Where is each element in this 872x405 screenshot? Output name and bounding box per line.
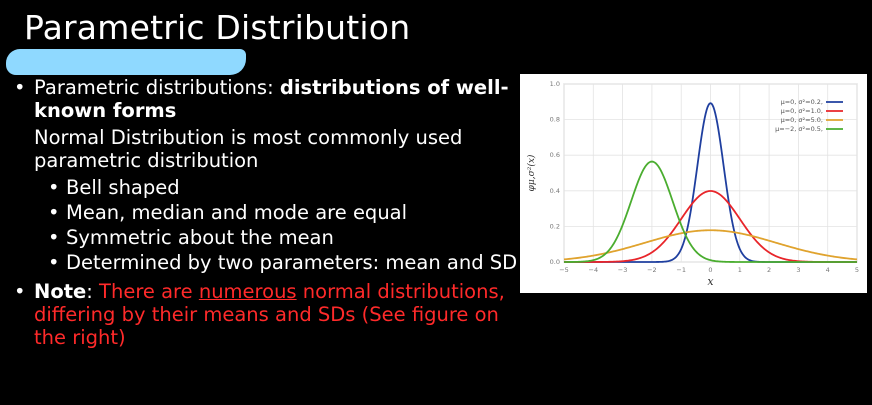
redacted-text: Normal Distribution xyxy=(34,126,225,149)
bullet-text: Parametric distributions: xyxy=(34,76,280,99)
sub-bullet: Symmetric about the mean xyxy=(14,226,524,249)
bullet-parametric-distributions: Parametric distributions: distributions … xyxy=(14,76,524,122)
note-label: Note xyxy=(34,280,87,303)
normal-distribution-figure: −5 −4 −3 −2 −1 0 1 2 3 4 5 0.0 0.2 0.4 0.6 0.8 1.0 x φμ,σ²… xyxy=(520,74,867,293)
x-tick-label: −3 xyxy=(618,266,628,274)
series-line xyxy=(563,160,857,263)
bullet-list: Parametric distributions: distributions … xyxy=(14,76,524,353)
x-tick-label: 3 xyxy=(796,266,800,274)
sub-bullet: Mean, median and mode are equal xyxy=(14,201,524,224)
series-line xyxy=(563,229,858,261)
y-axis-label: φμ,σ²(x) xyxy=(526,154,537,191)
note-text: normal distributions, differing by their… xyxy=(34,280,505,349)
x-tick-label: −5 xyxy=(559,266,569,274)
y-tick-label: 0.4 xyxy=(550,187,560,195)
note-underlined: numerous xyxy=(198,280,297,303)
slide-title: Parametric Distribution xyxy=(24,8,411,47)
sub-bullet: Determined by two parameters: mean and S… xyxy=(14,251,524,274)
bullet-bold-text: distributions of well-known forms xyxy=(34,76,509,122)
legend-label: μ=0, σ²=0.2, xyxy=(781,98,823,106)
legend-label: μ=0, σ²=5.0, xyxy=(781,116,823,124)
x-tick-label: −4 xyxy=(589,266,599,274)
x-tick-label: −1 xyxy=(676,266,686,274)
x-tick-label: −2 xyxy=(647,266,657,274)
x-tick-label: 0 xyxy=(708,266,712,274)
x-tick-label: 5 xyxy=(855,266,859,274)
note-colon: : xyxy=(86,280,100,303)
y-tick-label: 0.6 xyxy=(550,151,560,159)
x-tick-label: 2 xyxy=(767,266,771,274)
legend-label: μ=−2, σ²=0.5, xyxy=(775,125,823,133)
x-tick-label: 4 xyxy=(826,266,830,274)
x-tick-label: 1 xyxy=(738,266,742,274)
bullet-note: Note: There are numerous normal distribu… xyxy=(14,280,524,349)
note-text: There are xyxy=(99,280,199,303)
normal-distribution-chart: −5 −4 −3 −2 −1 0 1 2 3 4 5 0.0 0.2 0.4 0.6 0.8 1.0 x φμ,σ²… xyxy=(526,80,859,288)
redaction-highlight xyxy=(6,49,246,75)
sub-bullet: Bell shaped xyxy=(14,176,524,199)
x-axis-label: x xyxy=(707,275,714,288)
y-tick-label: 0.0 xyxy=(550,258,560,266)
bullet-normal-distribution: Normal Distribution is most commonly use… xyxy=(14,126,524,172)
y-tick-label: 1.0 xyxy=(550,80,560,88)
y-tick-label: 0.2 xyxy=(550,222,560,230)
bullet-text: is most commonly used parametric distrib… xyxy=(34,126,463,172)
y-tick-label: 0.8 xyxy=(550,116,560,124)
legend-label: μ=0, σ²=1.0, xyxy=(781,107,823,115)
